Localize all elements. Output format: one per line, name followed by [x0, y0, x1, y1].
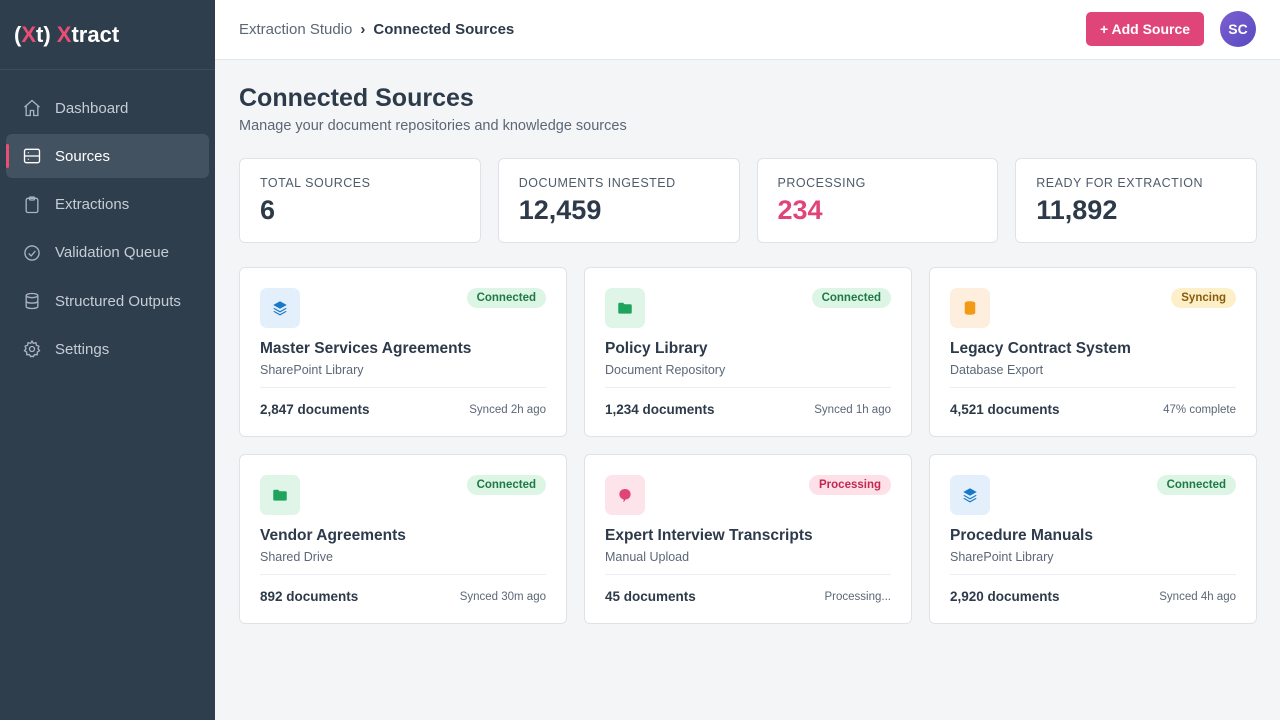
- home-icon: [24, 99, 40, 117]
- source-card[interactable]: Syncing Legacy Contract System Database …: [929, 267, 1257, 437]
- source-type: Document Repository: [605, 363, 726, 377]
- document-count: 4,521 documents: [950, 402, 1060, 417]
- stat-label: READY FOR EXTRACTION: [1036, 176, 1203, 190]
- status-badge: Connected: [811, 288, 891, 308]
- status-badge: Processing: [809, 475, 891, 495]
- sidebar-item-dashboard[interactable]: Dashboard: [6, 86, 209, 130]
- sidebar-item-sources[interactable]: Sources: [6, 134, 209, 179]
- status-badge: Syncing: [1171, 288, 1236, 308]
- source-title: Legacy Contract System: [950, 340, 1131, 357]
- source-footer: 45 documents Processing...: [605, 574, 891, 604]
- sidebar-item-validation-queue[interactable]: Validation Queue: [6, 231, 209, 275]
- source-footer: 892 documents Synced 30m ago: [260, 574, 546, 604]
- status-badge: Connected: [1156, 475, 1236, 495]
- sidebar-nav: Dashboard Sources Extractions Validation…: [0, 70, 215, 371]
- source-card[interactable]: Connected Vendor Agreements Shared Drive…: [239, 454, 567, 624]
- source-type: Manual Upload: [605, 550, 690, 564]
- breadcrumb-root[interactable]: Extraction Studio: [239, 21, 353, 38]
- cylinder-icon: [25, 293, 39, 310]
- source-footer: 2,847 documents Synced 2h ago: [260, 387, 546, 417]
- layers-icon: [260, 288, 300, 328]
- folder-icon: [260, 475, 300, 515]
- folder-icon: [605, 288, 645, 328]
- sidebar-item-label: Structured Outputs: [55, 292, 181, 310]
- source-type: SharePoint Library: [260, 363, 364, 377]
- sidebar-item-label: Sources: [55, 147, 111, 165]
- logo-brand-tract: tract: [71, 21, 120, 47]
- source-card[interactable]: Connected Policy Library Document Reposi…: [584, 267, 912, 437]
- stat-value: 234: [777, 195, 823, 225]
- database-icon: [23, 148, 41, 164]
- breadcrumb-separator: ›: [360, 21, 366, 38]
- stat-label: DOCUMENTS INGESTED: [518, 176, 676, 190]
- stat-card-processing: PROCESSING 234: [756, 158, 999, 243]
- breadcrumb: Extraction Studio › Connected Sources: [239, 21, 514, 38]
- top-bar: Extraction Studio › Connected Sources + …: [215, 0, 1280, 60]
- source-title: Vendor Agreements: [260, 527, 406, 544]
- sync-status: Synced 1h ago: [814, 403, 891, 416]
- status-badge: Connected: [466, 475, 546, 495]
- document-count: 45 documents: [605, 589, 696, 604]
- logo-brand-x: X: [56, 21, 72, 47]
- sync-status: Synced 30m ago: [459, 590, 546, 603]
- source-title: Procedure Manuals: [950, 527, 1093, 544]
- avatar[interactable]: SC: [1220, 11, 1256, 47]
- stat-label: PROCESSING: [777, 176, 866, 190]
- source-title: Expert Interview Transcripts: [605, 527, 813, 544]
- status-badge: Connected: [466, 288, 546, 308]
- document-count: 2,920 documents: [950, 589, 1060, 604]
- document-count: 892 documents: [260, 589, 359, 604]
- chat-bubble-icon: [605, 475, 645, 515]
- stat-value: 12,459: [518, 195, 602, 225]
- logo-x: X: [21, 21, 37, 47]
- stat-value: 11,892: [1036, 195, 1118, 225]
- stat-card-total-sources: TOTAL SOURCES 6: [239, 158, 481, 243]
- stats-row: TOTAL SOURCES 6 DOCUMENTS INGESTED 12,45…: [239, 158, 1257, 243]
- source-footer: 1,234 documents Synced 1h ago: [605, 387, 891, 417]
- sync-status: Synced 4h ago: [1159, 590, 1236, 603]
- check-circle-icon: [24, 245, 40, 261]
- sidebar-item-settings[interactable]: Settings: [6, 327, 209, 371]
- sync-status: 47% complete: [1163, 403, 1236, 416]
- database-icon: [950, 288, 990, 328]
- source-footer: 2,920 documents Synced 4h ago: [950, 574, 1236, 604]
- logo-paren-open: (: [14, 21, 22, 47]
- layers-icon: [950, 475, 990, 515]
- stat-card-documents-ingested: DOCUMENTS INGESTED 12,459: [497, 158, 740, 243]
- stat-value: 6: [260, 195, 276, 225]
- stat-label: TOTAL SOURCES: [260, 176, 371, 190]
- stat-card-ready-for-extraction: READY FOR EXTRACTION 11,892: [1015, 158, 1257, 243]
- source-cards-grid: Connected Master Services Agreements Sha…: [239, 267, 1257, 624]
- source-card[interactable]: Processing Expert Interview Transcripts …: [584, 454, 912, 624]
- source-type: SharePoint Library: [950, 550, 1054, 564]
- logo-t-paren: t): [36, 21, 51, 47]
- source-card[interactable]: Connected Procedure Manuals SharePoint L…: [929, 454, 1257, 624]
- sync-status: Synced 2h ago: [469, 403, 546, 416]
- document-count: 2,847 documents: [260, 402, 370, 417]
- document-count: 1,234 documents: [605, 402, 715, 417]
- page-title: Connected Sources: [239, 84, 474, 112]
- breadcrumb-current: Connected Sources: [373, 21, 515, 38]
- sync-status: Processing...: [824, 590, 891, 603]
- sidebar-item-label: Validation Queue: [55, 244, 169, 262]
- source-card[interactable]: Connected Master Services Agreements Sha…: [239, 267, 567, 437]
- page-subtitle: Manage your document repositories and kn…: [239, 118, 627, 134]
- source-type: Database Export: [950, 363, 1044, 377]
- sidebar-item-extractions[interactable]: Extractions: [6, 183, 209, 227]
- gear-icon: [23, 340, 41, 359]
- source-footer: 4,521 documents 47% complete: [950, 387, 1236, 417]
- main-content: Connected Sources Manage your document r…: [239, 60, 1257, 624]
- sidebar-item-structured-outputs[interactable]: Structured Outputs: [6, 279, 209, 323]
- sidebar-item-label: Settings: [55, 340, 110, 358]
- source-type: Shared Drive: [260, 550, 333, 564]
- sidebar-item-label: Extractions: [55, 196, 130, 214]
- source-title: Policy Library: [605, 340, 708, 357]
- sidebar-item-label: Dashboard: [55, 99, 129, 117]
- add-source-button[interactable]: + Add Source: [1086, 12, 1204, 46]
- clipboard-icon: [25, 196, 39, 213]
- source-title: Master Services Agreements: [260, 340, 472, 357]
